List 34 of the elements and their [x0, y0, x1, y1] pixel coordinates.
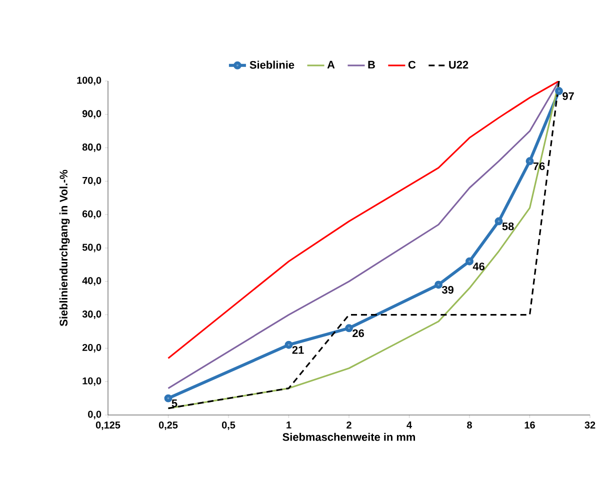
x-tick-label: 0,5 [222, 422, 236, 430]
x-tick-label: 1 [286, 422, 292, 428]
y-tick-label: 90,0 [82, 110, 102, 119]
x-tick-label: 4 [406, 422, 412, 428]
x-tick-label: 0,25 [158, 422, 178, 430]
y-axis-title: Siebliniendurchgang in Vol.-% [59, 170, 70, 326]
legend-label: Sieblinie [250, 60, 294, 69]
y-tick-label: 70,0 [82, 176, 102, 186]
data-label: 97 [562, 92, 574, 100]
data-label: 58 [502, 222, 514, 230]
data-label: 39 [442, 286, 454, 294]
y-tick-label: 60,0 [82, 210, 102, 219]
y-tick-label: 50,0 [82, 244, 102, 252]
x-tick-label: 8 [467, 422, 472, 429]
y-tick-label: 30,0 [82, 310, 102, 320]
legend-label: A [327, 60, 335, 68]
x-axis-title: Siebmaschenweite in mm [282, 432, 415, 441]
legend-label: C [408, 60, 416, 69]
data-label: 5 [172, 400, 178, 408]
y-tick-label: 80,0 [82, 144, 102, 152]
x-tick-label: 2 [346, 422, 352, 428]
y-tick-label: 20,0 [82, 344, 102, 352]
legend-label: U22 [449, 60, 468, 69]
data-label: 46 [472, 262, 484, 270]
y-tick-label: 100,0 [77, 76, 102, 86]
y-tick-label: 0,0 [88, 410, 102, 420]
x-tick-label: 32 [584, 422, 596, 429]
legend-label: B [368, 60, 375, 68]
data-label: 26 [352, 329, 364, 338]
data-label: 21 [292, 346, 304, 354]
x-tick-label: 0,125 [96, 422, 120, 430]
y-tick-label: 10,0 [82, 377, 102, 386]
y-tick-label: 40,0 [82, 277, 102, 286]
x-tick-label: 16 [524, 422, 535, 429]
